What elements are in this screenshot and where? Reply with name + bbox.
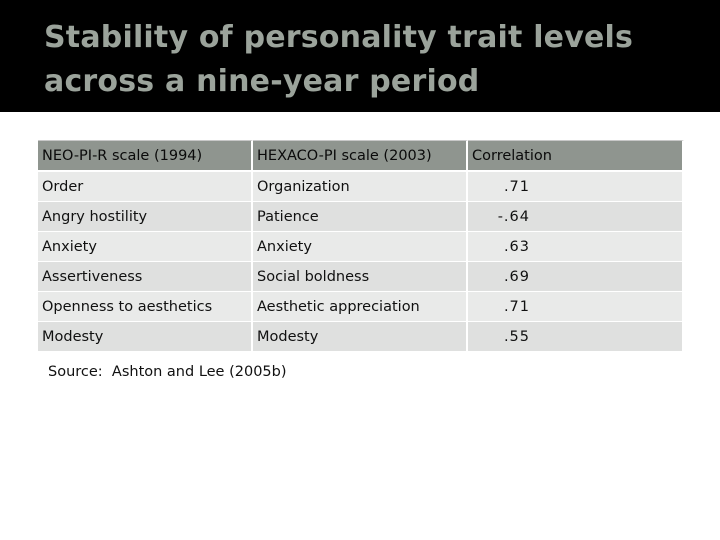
correlation-value: .69 [503,268,530,285]
table-row: Assertiveness Social boldness .69 [38,262,684,292]
correlation-value: .71 [503,178,530,195]
neo-scale-cell: Assertiveness [38,262,253,292]
neo-scale-cell: Anxiety [38,232,253,262]
header-hexaco-scale: HEXACO-PI scale (2003) [253,140,468,172]
table-row: Angry hostility Patience -.64 [38,202,684,232]
title-bar: Stability of personality trait levels ac… [0,0,720,112]
correlation-value: .55 [503,328,530,345]
correlation-table: NEO-PI-R scale (1994) HEXACO-PI scale (2… [38,140,684,352]
correlation-cell: .63 [468,232,684,262]
header-neo-scale: NEO-PI-R scale (1994) [38,140,253,172]
correlation-cell: .71 [468,292,684,322]
neo-scale-cell: Modesty [38,322,253,352]
correlation-value: .63 [503,238,530,255]
slide-title: Stability of personality trait levels ac… [44,20,634,99]
hexaco-scale-cell: Aesthetic appreciation [253,292,468,322]
table-row: Openness to aesthetics Aesthetic appreci… [38,292,684,322]
hexaco-scale-cell: Patience [253,202,468,232]
correlation-value: .71 [503,298,530,315]
neo-scale-cell: Angry hostility [38,202,253,232]
correlation-value: -.64 [497,208,530,225]
table-row: Modesty Modesty .55 [38,322,684,352]
correlation-cell: .71 [468,172,684,202]
table-row: Anxiety Anxiety .63 [38,232,684,262]
correlation-cell: .69 [468,262,684,292]
source-note: Source: Ashton and Lee (2005b) [48,364,287,380]
correlation-cell: -.64 [468,202,684,232]
header-correlation: Correlation [468,140,684,172]
correlation-cell: .55 [468,322,684,352]
hexaco-scale-cell: Anxiety [253,232,468,262]
table-header-row: NEO-PI-R scale (1994) HEXACO-PI scale (2… [38,140,684,172]
hexaco-scale-cell: Modesty [253,322,468,352]
neo-scale-cell: Openness to aesthetics [38,292,253,322]
hexaco-scale-cell: Organization [253,172,468,202]
hexaco-scale-cell: Social boldness [253,262,468,292]
table-row: Order Organization .71 [38,172,684,202]
neo-scale-cell: Order [38,172,253,202]
